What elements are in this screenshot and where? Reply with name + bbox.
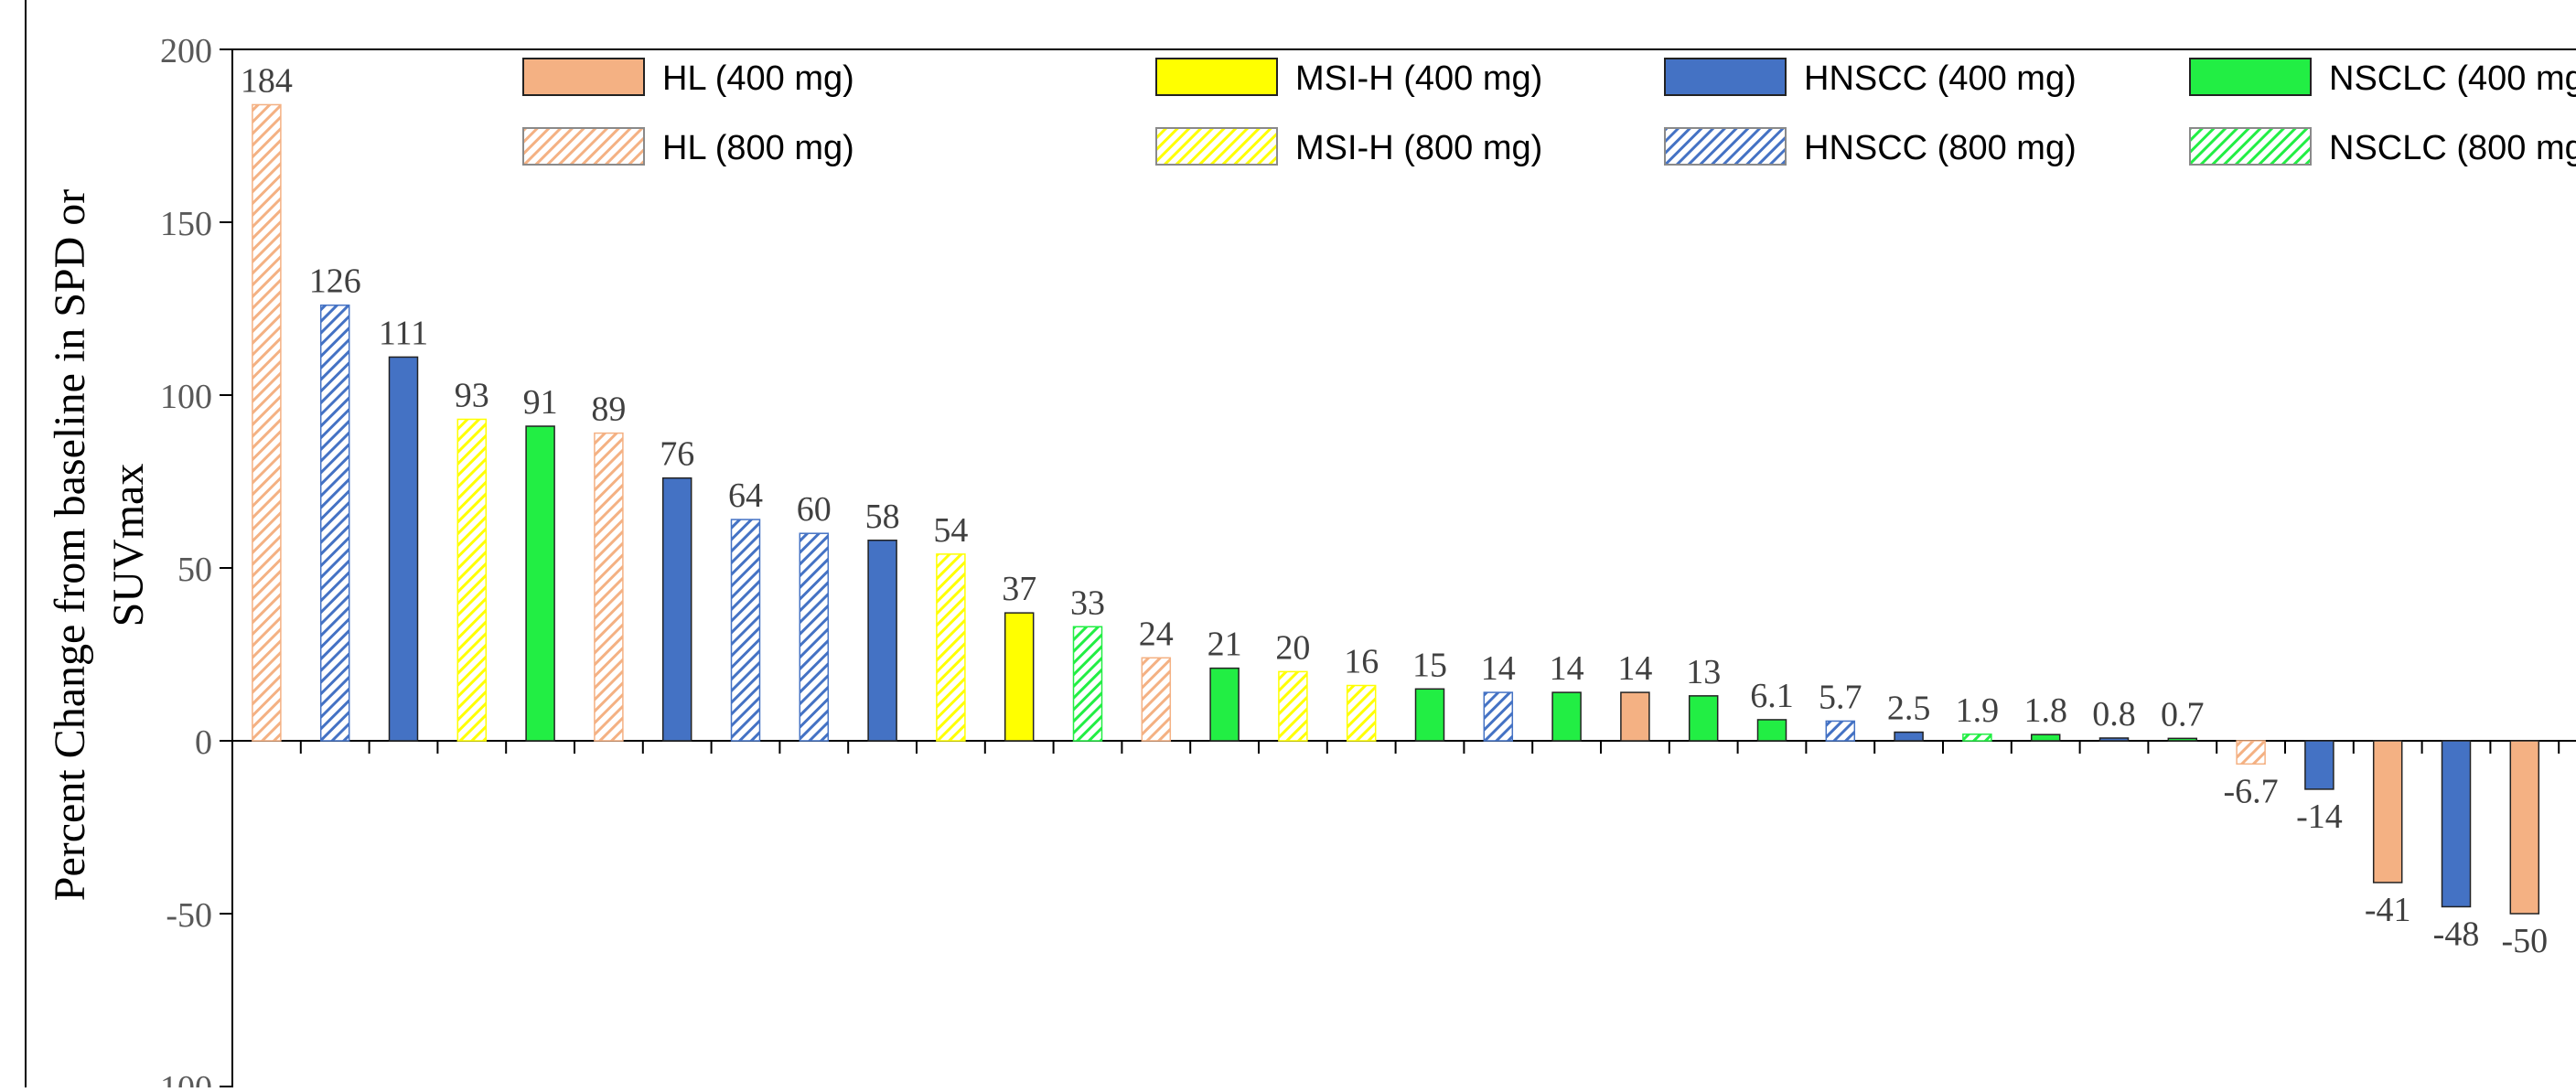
data-label-19: 14: [1481, 649, 1516, 688]
y-axis-title: Percent Change from baseline in SPD or S…: [46, 189, 153, 902]
bar-29: [2167, 737, 2198, 742]
data-label-3: 111: [379, 314, 428, 352]
y-tick-label: 50: [177, 551, 212, 589]
data-label-29: 0.7: [2161, 695, 2205, 733]
data-label-34: -50: [2501, 922, 2548, 960]
legend-swatch-msih400: [1155, 58, 1278, 96]
data-label-22: 13: [1686, 653, 1721, 691]
bar-3: [388, 356, 419, 742]
bar-26: [1962, 733, 1992, 742]
data-label-11: 54: [933, 511, 968, 550]
bar-25: [1894, 731, 1924, 742]
bar-28: [2098, 737, 2130, 742]
legend-swatch-nsclc800: [2189, 127, 2312, 166]
bar-32: [2372, 740, 2403, 883]
bar-23: [1756, 719, 1787, 742]
data-label-26: 1.9: [1956, 691, 2000, 730]
data-label-12: 37: [1002, 570, 1036, 608]
bar-17: [1346, 684, 1377, 742]
data-label-10: 58: [865, 498, 900, 536]
bar-1: [252, 103, 282, 742]
bar-15: [1209, 667, 1240, 742]
bar-31: [2304, 740, 2334, 790]
data-label-30: -6.7: [2224, 772, 2279, 810]
bar-13: [1072, 626, 1103, 742]
data-label-24: 5.7: [1819, 678, 1862, 716]
bar-19: [1483, 691, 1514, 742]
bar-9: [799, 532, 830, 742]
data-label-25: 2.5: [1887, 690, 1931, 728]
y-tick-label: 0: [195, 723, 212, 762]
data-label-7: 76: [660, 435, 694, 474]
legend-label-hnscc800: HNSCC (800 mg): [1804, 129, 2077, 167]
bar-21: [1620, 691, 1650, 742]
y-tick-label: -50: [166, 896, 212, 935]
legend-swatch-msih800: [1155, 127, 1278, 166]
y-tick-label: 200: [160, 32, 212, 70]
legend-label-msih400: MSI-H (400 mg): [1295, 59, 1542, 98]
legend-swatch-hnscc800: [1664, 127, 1787, 166]
data-label-33: -48: [2433, 915, 2480, 953]
legend: HL (400 mg) HL (800 mg) MSI-H (400 mg) MSI-…: [522, 58, 2576, 167]
y-tick-label: 100: [160, 378, 212, 416]
bar-12: [1004, 612, 1035, 742]
y-axis-ticks: 200 150 100 50 0 -50 -100: [148, 32, 2560, 1092]
bar-6: [594, 432, 624, 742]
legend-swatch-hl800: [522, 127, 645, 166]
data-label-21: 14: [1617, 649, 1652, 688]
bar-14: [1141, 657, 1172, 742]
data-label-16: 20: [1275, 628, 1310, 667]
bar-22: [1688, 695, 1719, 742]
y-tick-label: 150: [160, 205, 212, 243]
data-label-1: 184: [241, 61, 293, 100]
data-label-17: 16: [1344, 643, 1379, 681]
bar-2: [319, 304, 350, 742]
legend-swatch-hnscc400: [1664, 58, 1787, 96]
data-label-28: 0.8: [2092, 695, 2136, 733]
data-label-6: 89: [591, 391, 626, 429]
data-label-9: 60: [797, 490, 832, 529]
bar-7: [661, 476, 692, 742]
data-label-8: 64: [728, 476, 763, 515]
data-label-5: 91: [523, 383, 558, 422]
y-axis-title-line1: Percent Change from baseline in SPD or: [46, 189, 94, 902]
legend-label-hl400: HL (400 mg): [662, 59, 854, 98]
legend-label-hnscc400: HNSCC (400 mg): [1804, 59, 2077, 98]
bar-11: [936, 553, 966, 742]
bar-27: [2030, 733, 2061, 742]
bar-20: [1551, 691, 1582, 742]
bar-16: [1278, 670, 1308, 742]
bar-5: [525, 425, 555, 742]
bar-8: [730, 519, 761, 742]
bar-18: [1414, 688, 1445, 742]
bar-33: [2441, 740, 2472, 908]
legend-swatch-nsclc400: [2189, 58, 2312, 96]
data-label-32: -41: [2365, 891, 2411, 929]
bar-24: [1825, 720, 1856, 742]
y-axis-title-line2: SUVmax: [104, 464, 153, 627]
bars: 184 126 111 93 91 89 76 64 60 58 54 37 33 24 21 20 16 15 1…: [241, 61, 2548, 960]
legend-swatch-hl400: [522, 58, 645, 96]
data-label-14: 24: [1139, 615, 1174, 653]
data-label-18: 15: [1412, 646, 1447, 684]
legend-label-hl800: HL (800 mg): [662, 129, 854, 167]
legend-label-msih800: MSI-H (800 mg): [1295, 129, 1542, 167]
data-label-2: 126: [309, 262, 361, 301]
data-label-4: 93: [455, 376, 489, 414]
data-label-31: -14: [2296, 798, 2343, 836]
data-label-27: 1.8: [2023, 691, 2067, 730]
bar-4: [456, 418, 488, 742]
legend-label-nsclc800: NSCLC (800 mg: [2329, 129, 2576, 167]
data-label-23: 6.1: [1750, 677, 1794, 715]
y-tick-label: -100: [148, 1069, 212, 1087]
bar-10: [867, 540, 897, 742]
data-label-13: 33: [1070, 583, 1105, 622]
data-label-15: 21: [1208, 626, 1242, 664]
data-label-20: 14: [1550, 649, 1584, 688]
bar-34: [2509, 740, 2540, 915]
bar-30: [2236, 740, 2266, 765]
legend-label-nsclc400: NSCLC (400 mg: [2329, 59, 2576, 98]
